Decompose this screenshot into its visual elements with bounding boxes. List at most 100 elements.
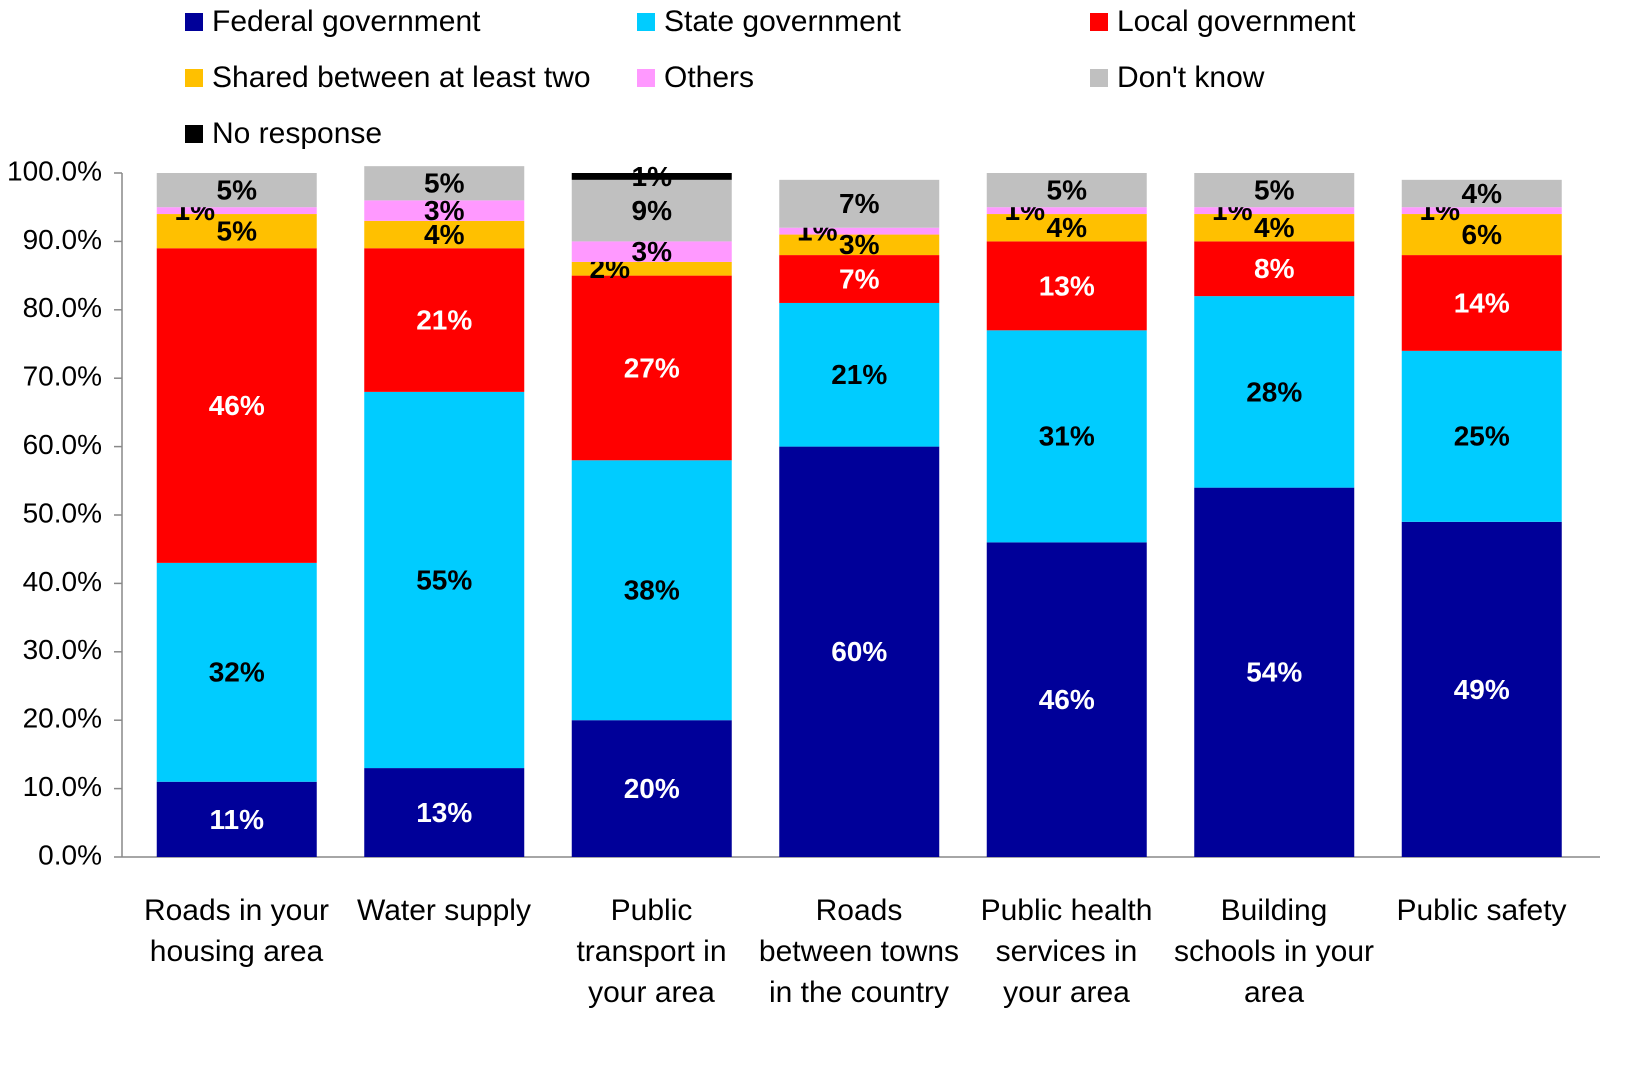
bar-segment — [571, 720, 732, 857]
value-label: 8% — [1254, 253, 1295, 284]
bar-segment — [986, 241, 1147, 331]
bar-segment — [1401, 207, 1562, 215]
x-tick-label: Public safety — [1396, 894, 1567, 927]
legend-swatch — [637, 13, 655, 31]
bar-segment — [156, 214, 317, 249]
x-tick-label: Roads in your housing area — [143, 894, 330, 968]
y-tick-label: 40.0% — [23, 566, 102, 597]
bar-segment — [1401, 350, 1562, 522]
legend-label: Local government — [1117, 5, 1356, 38]
bar-segment — [1401, 179, 1562, 208]
bar-segment — [364, 220, 525, 249]
value-label: 28% — [1246, 376, 1302, 407]
value-label: 5% — [1254, 174, 1295, 205]
value-label: 5% — [217, 216, 258, 247]
bar-segment — [1194, 214, 1355, 242]
bar-segment — [571, 261, 732, 276]
bar-segment — [1194, 241, 1355, 297]
bar-segment — [571, 179, 732, 242]
bar-segment — [986, 207, 1147, 215]
x-tick-label: Water supply — [357, 894, 531, 927]
legend-label: Don't know — [1117, 61, 1265, 94]
legend-swatch — [1090, 13, 1108, 31]
value-label: 13% — [1039, 270, 1095, 301]
bar-segment — [1194, 207, 1355, 215]
value-label: 4% — [1047, 212, 1088, 243]
x-tick-label: Public transport in your area — [576, 894, 727, 1009]
legend-swatch — [1090, 69, 1108, 87]
x-tick-label: Public health services in your area — [980, 894, 1153, 1009]
y-tick-label: 100.0% — [7, 155, 102, 186]
bar-segment — [571, 275, 732, 461]
legend-label: State government — [664, 5, 901, 38]
value-label: 54% — [1246, 657, 1302, 688]
value-label: 7% — [839, 263, 880, 294]
value-label: 4% — [1254, 212, 1295, 243]
y-tick-label: 90.0% — [23, 224, 102, 255]
value-label: 9% — [632, 195, 673, 226]
value-label: 21% — [416, 304, 472, 335]
bar-segment — [156, 207, 317, 215]
bar-segment — [779, 227, 940, 235]
value-label: 5% — [424, 168, 465, 199]
value-label: 27% — [624, 352, 680, 383]
bar-segment — [571, 241, 732, 262]
legend-swatch — [637, 69, 655, 87]
bar-segment — [156, 562, 317, 782]
value-label: 38% — [624, 575, 680, 606]
bar-segment — [364, 391, 525, 769]
y-tick-label: 70.0% — [23, 361, 102, 392]
bar-segment — [779, 234, 940, 256]
bar-segment — [1401, 521, 1562, 857]
bar-segment — [1194, 296, 1355, 488]
bar-segment — [156, 781, 317, 857]
value-label: 4% — [1462, 178, 1503, 209]
bar-segment — [1194, 487, 1355, 857]
bar-segment — [779, 302, 940, 447]
bar-segment — [364, 248, 525, 392]
value-label: 25% — [1454, 421, 1510, 452]
y-tick-label: 80.0% — [23, 292, 102, 323]
bar-segment — [779, 446, 940, 857]
bar-segment — [156, 248, 317, 563]
bar-segment — [156, 173, 317, 208]
value-label: 13% — [416, 797, 472, 828]
value-label: 31% — [1039, 421, 1095, 452]
bar-segment — [986, 173, 1147, 208]
y-tick-label: 50.0% — [23, 497, 102, 528]
bar-segment — [571, 173, 732, 180]
value-label: 1% — [632, 161, 673, 192]
bar-segment — [986, 542, 1147, 857]
legend-label: Shared between at least two — [212, 61, 591, 94]
value-label: 11% — [210, 804, 265, 835]
bar-segment — [986, 330, 1147, 543]
value-label: 46% — [209, 390, 265, 421]
y-tick-label: 10.0% — [23, 771, 102, 802]
legend-swatch — [185, 69, 203, 87]
value-label: 14% — [1454, 287, 1510, 318]
y-tick-label: 0.0% — [38, 839, 102, 870]
value-label: 7% — [839, 188, 880, 219]
value-label: 46% — [1039, 684, 1095, 715]
legend-label: No response — [212, 117, 382, 150]
value-label: 60% — [831, 636, 887, 667]
value-label: 20% — [624, 773, 680, 804]
bar-segment — [364, 200, 525, 221]
value-label: 49% — [1454, 674, 1510, 705]
legend-swatch — [185, 125, 203, 143]
bar-segment — [986, 214, 1147, 242]
value-label: 6% — [1462, 219, 1503, 250]
legend-label: Federal government — [212, 5, 481, 38]
x-tick-label: Building schools in your area — [1173, 894, 1375, 1009]
value-label: 21% — [831, 359, 887, 390]
value-label: 5% — [1047, 174, 1088, 205]
value-label: 32% — [209, 657, 265, 688]
bar-segment — [364, 768, 525, 857]
bar-segment — [779, 255, 940, 303]
x-tick-label: Roads between towns in the country — [758, 894, 960, 1009]
value-label: 5% — [217, 174, 258, 205]
legend-label: Others — [664, 61, 754, 94]
bar-segment — [571, 460, 732, 721]
